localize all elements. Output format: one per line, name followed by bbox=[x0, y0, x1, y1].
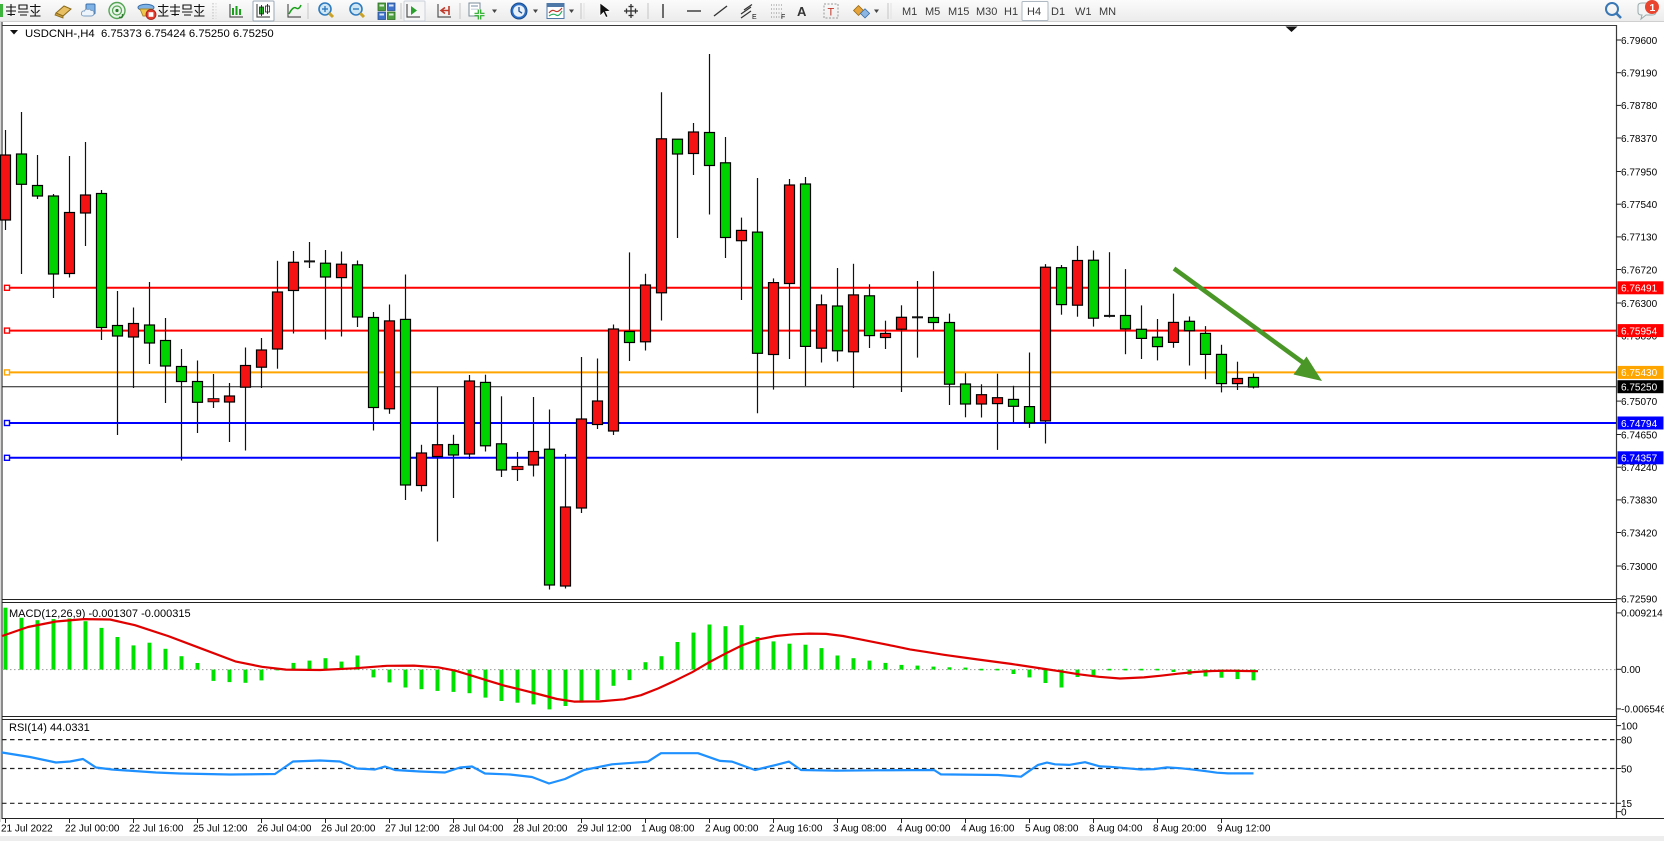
svg-text:F: F bbox=[781, 14, 785, 21]
svg-text:6.77130: 6.77130 bbox=[1621, 233, 1658, 244]
svg-text:21 Jul 2022: 21 Jul 2022 bbox=[1, 824, 53, 835]
svg-text:6.75954: 6.75954 bbox=[1621, 326, 1658, 337]
svg-text:M5: M5 bbox=[925, 6, 940, 18]
svg-text:6.75430: 6.75430 bbox=[1621, 368, 1658, 379]
svg-text:28 Jul 20:00: 28 Jul 20:00 bbox=[513, 824, 568, 835]
svg-text:-0.006546: -0.006546 bbox=[1621, 705, 1664, 716]
svg-text:29 Jul 12:00: 29 Jul 12:00 bbox=[577, 824, 632, 835]
svg-text:6.77950: 6.77950 bbox=[1621, 167, 1658, 178]
svg-text:8 Aug 20:00: 8 Aug 20:00 bbox=[1153, 824, 1207, 835]
svg-text:MN: MN bbox=[1099, 6, 1116, 18]
svg-text:E: E bbox=[752, 14, 757, 21]
svg-text:6.74650: 6.74650 bbox=[1621, 430, 1658, 441]
svg-text:6.73000: 6.73000 bbox=[1621, 562, 1658, 573]
svg-text:25 Jul 12:00: 25 Jul 12:00 bbox=[193, 824, 248, 835]
svg-text:6.79190: 6.79190 bbox=[1621, 69, 1658, 80]
svg-text:M30: M30 bbox=[976, 6, 997, 18]
svg-text:6.73420: 6.73420 bbox=[1621, 528, 1658, 539]
svg-text:W1: W1 bbox=[1075, 6, 1092, 18]
svg-text:6.76491: 6.76491 bbox=[1621, 284, 1658, 295]
svg-text:26 Jul 04:00: 26 Jul 04:00 bbox=[257, 824, 312, 835]
svg-text:6.77540: 6.77540 bbox=[1621, 200, 1658, 211]
svg-text:3 Aug 08:00: 3 Aug 08:00 bbox=[833, 824, 887, 835]
svg-text:RSI(14) 44.0331: RSI(14) 44.0331 bbox=[9, 722, 90, 734]
svg-text:50: 50 bbox=[1621, 764, 1633, 775]
svg-text:M1: M1 bbox=[902, 6, 917, 18]
svg-text:27 Jul 12:00: 27 Jul 12:00 bbox=[385, 824, 440, 835]
svg-text:6.79600: 6.79600 bbox=[1621, 36, 1658, 47]
svg-text:15: 15 bbox=[1621, 799, 1633, 810]
svg-text:26 Jul 20:00: 26 Jul 20:00 bbox=[321, 824, 376, 835]
svg-text:6.75250: 6.75250 bbox=[1621, 383, 1658, 394]
svg-text:6.74357: 6.74357 bbox=[1621, 454, 1658, 465]
svg-text:9 Aug 12:00: 9 Aug 12:00 bbox=[1217, 824, 1271, 835]
svg-text:8 Aug 04:00: 8 Aug 04:00 bbox=[1089, 824, 1143, 835]
svg-text:2 Aug 16:00: 2 Aug 16:00 bbox=[769, 824, 823, 835]
svg-text:2 Aug 00:00: 2 Aug 00:00 bbox=[705, 824, 759, 835]
svg-text:6.75070: 6.75070 bbox=[1621, 397, 1658, 408]
svg-text:6.76720: 6.76720 bbox=[1621, 265, 1658, 276]
svg-text:M15: M15 bbox=[948, 6, 969, 18]
svg-text:0.00: 0.00 bbox=[1621, 665, 1641, 676]
svg-text:6.73830: 6.73830 bbox=[1621, 496, 1658, 507]
svg-text:1: 1 bbox=[1650, 2, 1656, 14]
svg-text:6.72590: 6.72590 bbox=[1621, 595, 1658, 606]
svg-text:H4: H4 bbox=[1027, 6, 1041, 18]
svg-text:28 Jul 04:00: 28 Jul 04:00 bbox=[449, 824, 504, 835]
svg-text:MACD(12,26,9) -0.001307 -0.000: MACD(12,26,9) -0.001307 -0.000315 bbox=[9, 608, 191, 620]
svg-text:T: T bbox=[828, 7, 835, 19]
svg-text:100: 100 bbox=[1621, 721, 1638, 732]
svg-text:6.78370: 6.78370 bbox=[1621, 134, 1658, 145]
svg-text:6.74794: 6.74794 bbox=[1621, 419, 1658, 430]
svg-text:5 Aug 08:00: 5 Aug 08:00 bbox=[1025, 824, 1079, 835]
svg-text:4 Aug 00:00: 4 Aug 00:00 bbox=[897, 824, 951, 835]
svg-text:6.76300: 6.76300 bbox=[1621, 299, 1658, 310]
svg-text:0.009214: 0.009214 bbox=[1621, 609, 1663, 620]
svg-text:H1: H1 bbox=[1004, 6, 1018, 18]
svg-text:6.74240: 6.74240 bbox=[1621, 463, 1658, 474]
svg-text:1 Aug 08:00: 1 Aug 08:00 bbox=[641, 824, 695, 835]
svg-text:22 Jul 00:00: 22 Jul 00:00 bbox=[65, 824, 120, 835]
svg-text:80: 80 bbox=[1621, 735, 1633, 746]
svg-text:0: 0 bbox=[1621, 807, 1627, 818]
svg-text:6.78780: 6.78780 bbox=[1621, 101, 1658, 112]
svg-text:A: A bbox=[797, 4, 807, 19]
svg-text:USDCNH-,H4 6.75373 6.75424 6.: USDCNH-,H4 6.75373 6.75424 6.75250 6.752… bbox=[25, 28, 274, 40]
svg-text:22 Jul 16:00: 22 Jul 16:00 bbox=[129, 824, 184, 835]
svg-text:D1: D1 bbox=[1051, 6, 1065, 18]
svg-text:4 Aug 16:00: 4 Aug 16:00 bbox=[961, 824, 1015, 835]
